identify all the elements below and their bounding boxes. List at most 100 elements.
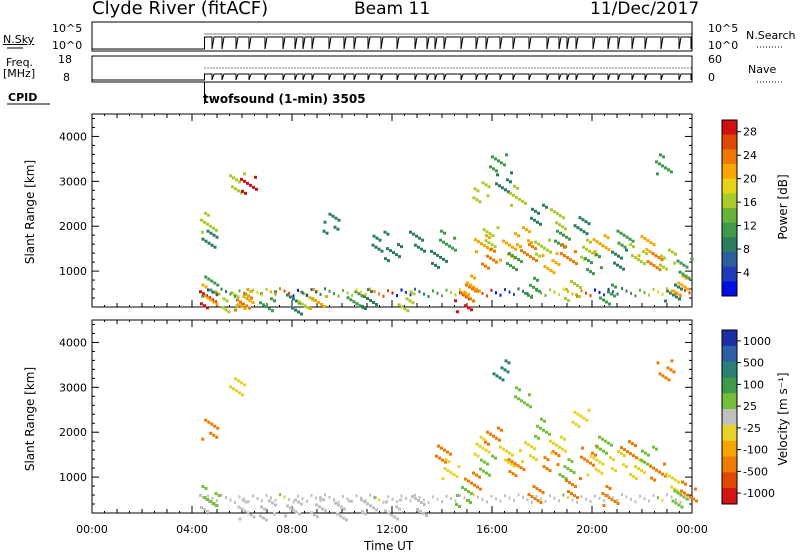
power-data-cell <box>234 308 237 312</box>
velocity-ground-cell <box>256 497 259 501</box>
power-data-cell <box>660 258 664 262</box>
velocity-data-cell <box>594 453 597 457</box>
velocity-data-cell <box>567 490 570 494</box>
power-data-cell <box>589 270 592 274</box>
power-data-cell <box>442 257 445 261</box>
power-data-cell <box>383 230 387 234</box>
power-data-cell <box>233 293 237 297</box>
power-data-cell <box>497 159 500 163</box>
power-data-cell <box>203 304 206 308</box>
power-ground-cell <box>463 290 466 294</box>
velocity-data-cell <box>298 512 301 516</box>
velocity-data-cell <box>215 504 219 508</box>
power-ground-cell <box>207 288 209 292</box>
velocity-data-cell <box>480 458 483 462</box>
power-data-cell <box>306 306 310 310</box>
x-tick-label: 00:00 <box>676 523 708 536</box>
power-data-cell <box>569 258 572 262</box>
velocity-data-cell <box>455 475 459 479</box>
power-data-cell <box>496 173 499 177</box>
power-ground-cell <box>432 289 434 293</box>
power-data-cell <box>552 271 556 275</box>
velocity-ground-cell <box>283 495 286 499</box>
power-data-cell <box>508 243 511 247</box>
velocity-data-cell <box>505 449 508 453</box>
velocity-data-cell <box>571 420 575 424</box>
power-data-cell <box>681 274 685 278</box>
velocity-data-cell <box>343 507 346 511</box>
power-data-cell <box>526 253 529 257</box>
velocity-ground-cell <box>432 495 434 499</box>
velocity-ground-cell <box>328 495 331 499</box>
power-ground-cell <box>283 289 286 293</box>
power-data-cell <box>270 297 273 301</box>
velocity-data-cell <box>617 450 620 454</box>
power-data-cell <box>661 164 664 168</box>
power-data-cell <box>408 299 412 303</box>
power-data-cell <box>232 176 235 180</box>
velocity-data-cell <box>214 492 218 496</box>
velocity-data-cell <box>334 501 337 505</box>
power-data-cell <box>213 281 217 285</box>
power-data-cell <box>309 307 312 311</box>
power-data-cell <box>454 299 457 303</box>
power-data-cell <box>331 214 335 218</box>
power-data-cell <box>246 288 250 292</box>
velocity-data-cell <box>486 430 489 434</box>
power-data-cell <box>478 289 481 293</box>
velocity-colorbar-tick-label: -100 <box>743 444 768 457</box>
power-data-cell <box>537 211 540 215</box>
power-data-cell <box>495 182 498 186</box>
velocity-data-cell <box>274 503 277 507</box>
power-data-cell <box>477 240 480 244</box>
velocity-data-cell <box>396 517 399 521</box>
velocity-data-cell <box>635 477 638 481</box>
power-data-cell <box>214 290 218 294</box>
power-data-cell <box>206 229 210 233</box>
power-data-cell <box>492 258 495 262</box>
power-data-cell <box>586 238 589 242</box>
velocity-data-cell <box>694 487 697 491</box>
power-data-cell <box>224 308 228 312</box>
velocity-data-cell <box>420 501 423 505</box>
power-data-cell <box>512 193 515 197</box>
power-data-cell <box>245 297 249 301</box>
power-data-cell <box>243 179 246 183</box>
power-data-cell <box>576 284 579 288</box>
velocity-data-cell <box>672 370 676 374</box>
velocity-data-cell <box>263 507 266 511</box>
power-ground-cell <box>225 290 227 294</box>
velocity-data-cell <box>216 426 220 430</box>
power-colorbar-tick-label: 12 <box>743 220 757 233</box>
power-data-cell <box>495 169 498 173</box>
velocity-data-cell <box>399 498 402 502</box>
power-ground-cell <box>364 293 367 297</box>
power-data-cell <box>495 260 498 264</box>
power-data-cell <box>528 230 531 234</box>
velocity-data-cell <box>535 487 539 491</box>
power-data-cell <box>212 226 215 230</box>
velocity-data-cell <box>549 439 552 443</box>
velocity-ground-cell <box>657 496 659 500</box>
power-data-cell <box>364 307 367 311</box>
power-data-cell <box>591 251 594 255</box>
velocity-ground-cell <box>553 496 556 500</box>
velocity-data-cell <box>594 467 598 471</box>
velocity-data-cell <box>604 494 608 498</box>
power-data-cell <box>409 290 413 294</box>
velocity-data-cell <box>321 507 324 511</box>
power-data-cell <box>215 235 219 239</box>
power-data-cell <box>400 245 403 249</box>
velocity-data-cell <box>513 462 517 466</box>
velocity-data-cell <box>502 447 505 451</box>
power-data-cell <box>250 296 253 300</box>
velocity-data-cell <box>658 470 661 474</box>
power-colorbar-tick-label: 16 <box>743 196 757 209</box>
power-data-cell <box>625 248 628 252</box>
power-data-cell <box>400 305 404 309</box>
power-data-cell <box>598 242 602 246</box>
power-data-cell <box>312 288 315 292</box>
power-data-cell <box>677 281 681 285</box>
power-data-cell <box>679 261 683 265</box>
velocity-ground-cell <box>306 499 308 503</box>
